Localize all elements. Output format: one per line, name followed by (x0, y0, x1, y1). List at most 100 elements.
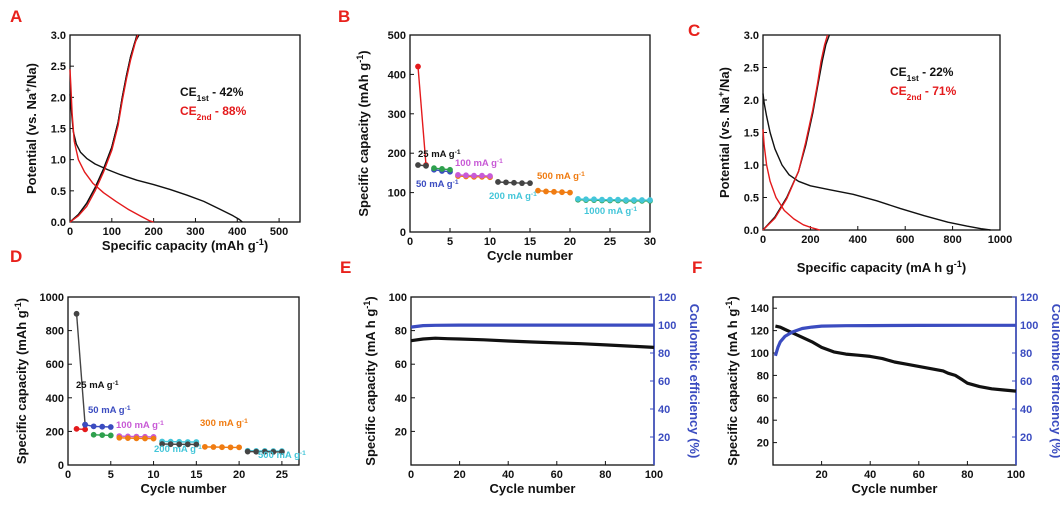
x-tick-label: 20 (564, 236, 576, 248)
rate-annotation: 50 mA g-1 (88, 405, 131, 417)
rate-annotation: 25 mA g-1 (418, 149, 461, 161)
series-line-coulombic-efficiency (410, 323, 654, 329)
data-point (90, 423, 97, 430)
x-tick-label: 100 (645, 469, 663, 481)
series-line-2nd-discharge (69, 69, 154, 223)
data-point (107, 424, 114, 430)
series-line-1st-discharge (762, 93, 991, 231)
data-point (236, 444, 243, 451)
y-tick-label: 40 (395, 393, 407, 405)
panel-c: C 0 200 400 600 800 1000 0.0 0.5 1.0 1.5 2.0 2.5 3.0 S… (688, 21, 1012, 275)
series-line-1000 (577, 199, 650, 202)
x-tick-label: 600 (896, 234, 914, 246)
data-point (159, 441, 166, 447)
y2-tick-label: 20 (658, 432, 670, 444)
y-tick-label: 1.5 (51, 124, 66, 136)
y-axis-title: Potential (vs. Na+/Na) (23, 63, 39, 194)
data-point (559, 189, 565, 196)
rate-annotation: 200 mA g-1 (154, 444, 202, 456)
data-point (415, 63, 421, 70)
data-point (261, 448, 268, 455)
panel-letter-e: E (340, 258, 351, 277)
x-tick-label: 200 (144, 226, 162, 238)
rate-annotation: 100 mA g-1 (455, 158, 503, 170)
x-tick-label: 1000 (988, 234, 1012, 246)
y2-tick-label: 40 (658, 404, 670, 416)
ce-annotation: CE1st - 42% (180, 85, 244, 103)
data-point (527, 180, 533, 187)
data-point (142, 435, 148, 442)
y-axis-title: Specific capacity (mA h g-1) (362, 296, 378, 465)
data-point (82, 421, 89, 428)
data-point (551, 188, 557, 195)
x-tick-label: 400 (849, 234, 867, 246)
series-line-capacity (410, 336, 655, 349)
y-tick-label: 200 (46, 426, 64, 438)
panel-letter-f: F (692, 258, 702, 277)
y-axis-title: Potential (vs. Na+/Na) (716, 67, 732, 198)
y-tick-label: 0 (400, 227, 406, 239)
series-line-coulombic-efficiency (773, 323, 1016, 357)
data-point (567, 189, 573, 196)
series-line-2nd-charge (69, 34, 138, 223)
y-tick-label: 2.5 (744, 63, 759, 75)
y-tick-label: 0.0 (744, 225, 759, 237)
rate-annotation: 1000 mA g-1 (584, 206, 637, 218)
y-axis-title: Specific capacity (mAh g-1) (355, 50, 371, 216)
y-tick-label: 1.0 (51, 155, 66, 167)
data-point (599, 196, 605, 203)
data-point (107, 432, 114, 439)
data-point (201, 443, 208, 450)
plot-frame (409, 34, 651, 233)
x-tick-label: 40 (864, 469, 876, 481)
data-point (99, 423, 106, 430)
series-line-2nd-charge-red (69, 34, 139, 223)
rate-annotation: 300 mA g-1 (200, 418, 248, 430)
data-point (124, 435, 131, 442)
data-point (73, 425, 80, 432)
rate-annotation: 100 mA g-1 (116, 420, 164, 432)
y2-tick-label: 120 (1020, 292, 1038, 304)
y2-axis-title: Coulombic efficiency (%) (687, 304, 702, 459)
y2-tick-label: 100 (1020, 320, 1038, 332)
data-point (90, 431, 97, 438)
data-point (82, 426, 89, 433)
series-line-2nd-charge (762, 34, 829, 231)
y-tick-label: 1.5 (744, 128, 759, 140)
y2-tick-label: 80 (658, 348, 670, 360)
y-tick-label: 1000 (40, 292, 64, 304)
x-tick-label: 100 (103, 226, 121, 238)
panel-letter-a: A (10, 7, 22, 26)
x-tick-label: 5 (447, 236, 453, 248)
data-point (591, 196, 597, 203)
series-line-1st-discharge (69, 94, 243, 223)
y-tick-label: 0.5 (744, 193, 759, 205)
y-tick-label: 400 (46, 393, 64, 405)
x-tick-label: 25 (604, 236, 616, 248)
plot-frame (410, 296, 655, 466)
x-tick-label: 80 (599, 469, 611, 481)
y-tick-label: 0.5 (51, 186, 66, 198)
x-tick-label: 400 (228, 226, 246, 238)
data-point (253, 448, 260, 455)
data-point (167, 441, 174, 448)
rate-annotation: 500 mA g-1 (258, 450, 306, 462)
plot-frame (67, 296, 300, 466)
series-line-capacity (775, 324, 1017, 393)
y-tick-label: 2.0 (51, 92, 66, 104)
data-point (511, 179, 517, 186)
data-point (455, 171, 461, 178)
data-point (463, 172, 469, 179)
data-point (431, 165, 437, 172)
data-point (471, 172, 477, 179)
x-tick-label: 60 (913, 469, 925, 481)
series-line-2nd-discharge (762, 129, 821, 231)
x-tick-label: 0 (67, 226, 73, 238)
data-point (543, 188, 549, 195)
series-line-first (75, 313, 86, 425)
x-tick-label: 0 (760, 234, 766, 246)
data-point (607, 196, 613, 203)
panel-letter-d: D (10, 247, 22, 266)
y-tick-label: 800 (46, 326, 64, 338)
